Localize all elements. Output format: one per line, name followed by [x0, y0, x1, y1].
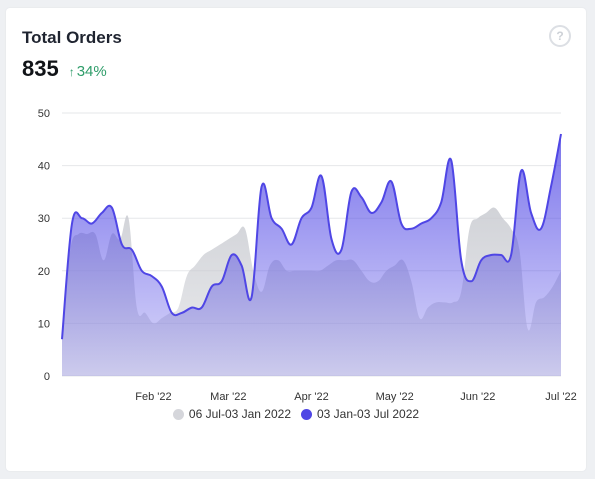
y-axis: 0 10 20 30 40 50 — [38, 108, 50, 383]
x-tick-label: Jun '22 — [460, 391, 495, 403]
series-area-current — [62, 134, 561, 376]
y-tick-label: 40 — [38, 161, 50, 173]
series-line-current — [61, 133, 562, 340]
total-orders-card: Total Orders 835 ↑ 34% ? 0 10 20 30 40 50 Feb… — [6, 8, 586, 471]
card-title: Total Orders — [22, 28, 122, 47]
chart-legend: 06 Jul-03 Jan 2022 03 Jan-03 Jul 2022 — [6, 407, 586, 421]
legend-swatch-previous — [172, 408, 184, 420]
arrow-up-icon: ↑ — [68, 65, 75, 79]
value-row: 835 ↑ 34% — [22, 56, 107, 82]
x-axis: Feb '22 Mar '22 Apr '22 May '22 Jun '22 Jul '… — [135, 391, 576, 403]
x-tick-label: Apr '22 — [294, 391, 329, 403]
x-tick-label: Feb '22 — [135, 391, 171, 403]
change-percent: 34% — [76, 63, 107, 80]
legend-label-current: 03 Jan-03 Jul 2022 — [317, 407, 420, 421]
total-orders-value: 835 — [22, 56, 59, 81]
y-tick-label: 30 — [38, 213, 50, 225]
y-tick-label: 20 — [38, 266, 50, 278]
y-tick-label: 0 — [44, 371, 50, 383]
series-layer — [61, 133, 562, 376]
legend-item-current[interactable]: 03 Jan-03 Jul 2022 — [301, 407, 419, 421]
change-indicator: ↑ 34% — [69, 63, 107, 80]
x-tick-label: Mar '22 — [210, 391, 246, 403]
help-icon[interactable]: ? — [549, 25, 571, 47]
y-tick-label: 10 — [38, 318, 50, 330]
y-tick-label: 50 — [38, 108, 50, 120]
legend-label-previous: 06 Jul-03 Jan 2022 — [188, 407, 291, 421]
legend-item-previous[interactable]: 06 Jul-03 Jan 2022 — [172, 407, 291, 421]
legend-swatch-current — [301, 408, 312, 420]
orders-area-chart: 0 10 20 30 40 50 Feb '22 Mar '22 Apr '22 May '22… — [38, 108, 577, 403]
x-tick-label: Jul '22 — [545, 391, 576, 403]
x-tick-label: May '22 — [376, 391, 414, 403]
